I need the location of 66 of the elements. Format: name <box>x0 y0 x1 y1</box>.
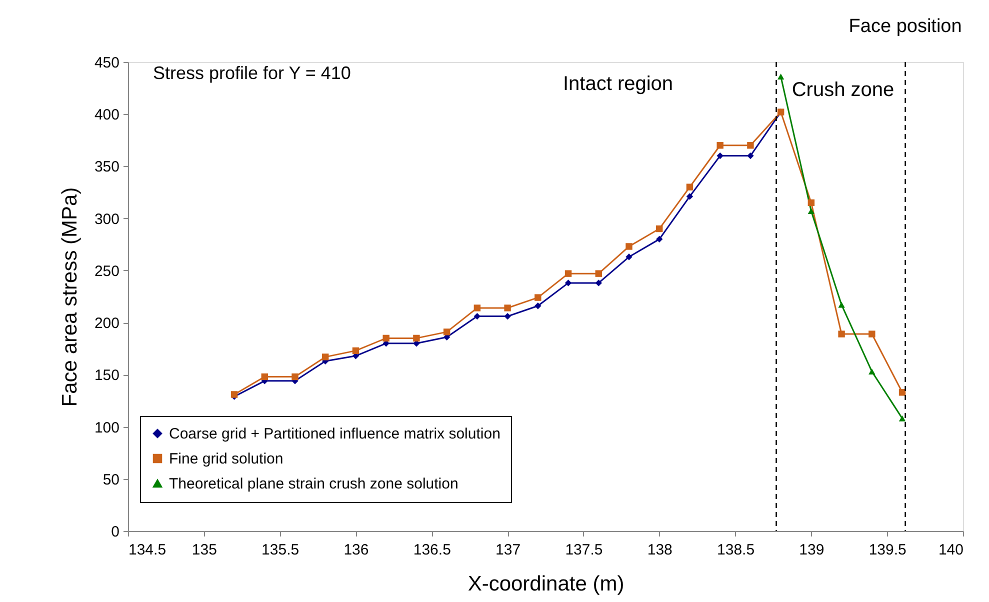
point <box>686 184 694 190</box>
x-axis-title: X-coordinate (m) <box>468 572 624 596</box>
x-tick-label: 138 <box>647 542 672 558</box>
point <box>322 354 329 360</box>
point <box>808 208 815 214</box>
point <box>838 330 845 338</box>
point <box>747 152 754 160</box>
x-tick-label: 138.5 <box>717 542 755 558</box>
point <box>595 280 602 286</box>
point <box>686 193 694 200</box>
point <box>716 152 724 160</box>
y-tick-label: 0 <box>111 524 120 540</box>
x-tick-label: 135 <box>192 542 217 558</box>
x-tick-label: 137.5 <box>565 542 603 558</box>
y-tick-label: 200 <box>94 315 120 332</box>
point <box>534 294 542 301</box>
x-tick-label: 136.5 <box>413 542 451 558</box>
y-tick-label: 150 <box>94 367 120 384</box>
y-tick-label: 300 <box>94 210 120 228</box>
x-tick-label: 135.5 <box>262 542 300 558</box>
point <box>564 270 572 277</box>
legend-label: Fine grid solution <box>169 450 284 468</box>
x-tick-label: 137 <box>496 542 521 558</box>
x-tick-label: 134.5 <box>128 542 166 558</box>
annotation: Crush zone <box>792 79 894 101</box>
point <box>626 254 632 260</box>
legend-label: Coarse grid + Partitioned influence matrix solution <box>169 426 500 442</box>
x-tick-label: 139.5 <box>868 542 906 558</box>
y-tick-label: 50 <box>102 471 120 488</box>
annotation: Intact region <box>562 73 674 95</box>
point <box>474 304 481 312</box>
point <box>413 334 420 342</box>
y-tick-label: 250 <box>94 262 120 280</box>
point <box>504 312 511 320</box>
point <box>626 243 632 250</box>
point <box>656 236 663 243</box>
y-tick-label: 400 <box>94 106 120 124</box>
y-axis-title: Face area stress (MPa) <box>58 187 82 407</box>
point <box>747 142 754 149</box>
point <box>898 416 906 422</box>
x-tick-label: 136 <box>344 542 369 558</box>
ref-line-label: Face position <box>848 16 962 37</box>
point <box>564 280 572 286</box>
point <box>777 74 784 80</box>
annotation: Stress profile for Y = 410 <box>153 63 351 83</box>
legend-label: Theoretical plane strain crush zone solution <box>169 476 458 492</box>
y-tick-label: 350 <box>94 158 120 176</box>
point <box>292 373 298 380</box>
point <box>868 330 876 338</box>
x-tick-label: 139 <box>799 542 824 558</box>
point <box>595 270 602 277</box>
point <box>808 199 815 206</box>
point <box>504 304 511 312</box>
y-tick-label: 100 <box>94 419 120 436</box>
point <box>838 302 845 308</box>
point <box>534 302 542 310</box>
x-tick-label: 140 <box>938 542 964 558</box>
point <box>352 347 360 354</box>
point <box>868 368 876 374</box>
point <box>716 142 724 149</box>
point <box>382 334 390 342</box>
y-tick-label: 450 <box>94 54 120 72</box>
point <box>443 328 450 336</box>
point <box>261 373 268 380</box>
point <box>474 312 481 320</box>
point <box>656 225 663 232</box>
